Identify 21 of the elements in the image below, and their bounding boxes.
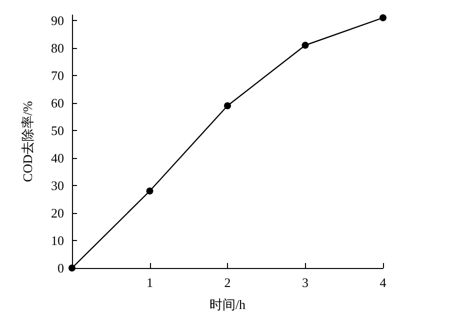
- y-tick-label: 90: [51, 13, 64, 28]
- y-tick-label: 0: [58, 260, 64, 276]
- x-tick-label: 3: [302, 275, 308, 290]
- point: [302, 42, 309, 49]
- point: [68, 264, 76, 272]
- y-tick-label: 30: [51, 178, 64, 193]
- y-tick-label: 60: [51, 96, 64, 110]
- y-tick-label: 70: [51, 68, 64, 83]
- y-tick-label: 10: [51, 233, 64, 248]
- x-axis-title: 时间/h: [209, 297, 246, 312]
- x-tick-label: 2: [224, 275, 231, 290]
- x-tick-label: 4: [380, 275, 387, 290]
- point: [380, 14, 386, 22]
- y-tick-label: 20: [51, 206, 64, 220]
- x-tick-label: 1: [146, 275, 153, 290]
- y-tick-label: 50: [51, 123, 64, 138]
- point: [224, 102, 231, 110]
- point: [146, 188, 154, 194]
- y-tick-label: 80: [51, 40, 64, 56]
- y-axis-title: COD去除率/%: [20, 100, 35, 182]
- y-tick-label: 40: [51, 150, 64, 166]
